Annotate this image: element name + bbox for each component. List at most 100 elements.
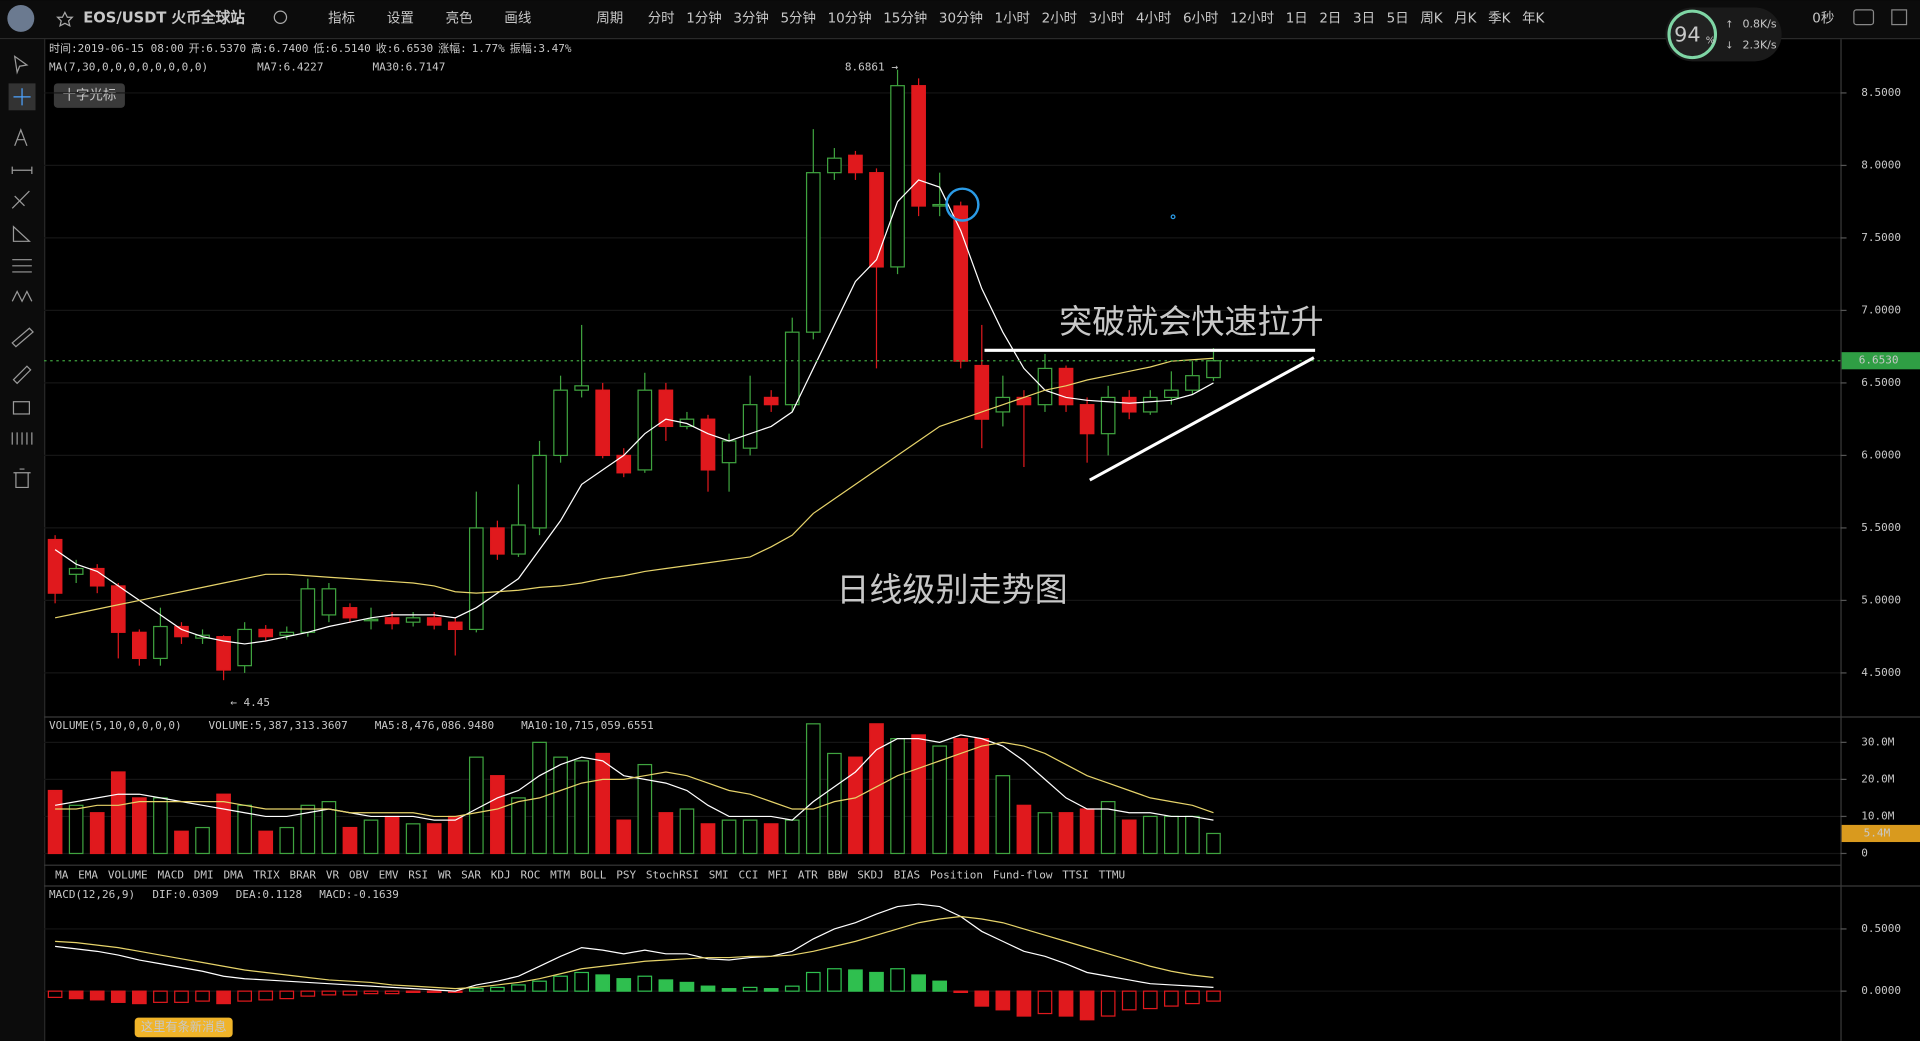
macd-bar [132, 990, 147, 1005]
period-button[interactable]: 年K [1522, 10, 1545, 26]
y-tick-label: 8.5000 [1861, 86, 1901, 99]
period-button[interactable]: 2日 [1319, 11, 1341, 26]
tool-wave[interactable] [11, 290, 33, 303]
low-marker: ← 4.45 [230, 696, 270, 709]
tool-pointer[interactable] [13, 55, 29, 75]
period-button[interactable]: 1小时 [995, 10, 1030, 26]
indicator-tab[interactable]: RSI [408, 869, 428, 882]
period-button[interactable]: 3分钟 [733, 9, 768, 26]
tool-text[interactable] [14, 128, 28, 147]
indicator-tab[interactable]: TTMU [1099, 869, 1126, 882]
indicator-tab[interactable]: OBV [349, 869, 369, 882]
tool-line[interactable] [11, 166, 33, 174]
tool-button[interactable]: 亮色 [446, 9, 473, 26]
tool-button[interactable]: 设置 [387, 10, 414, 26]
tool-crosshair[interactable] [13, 88, 31, 106]
period-button[interactable]: 6小时 [1183, 10, 1218, 26]
indicator-tab[interactable]: MA [55, 869, 69, 882]
period-button[interactable]: 5日 [1387, 11, 1409, 26]
period-button[interactable]: 分时 [648, 10, 675, 26]
indicator-tab[interactable]: BOLL [580, 869, 607, 882]
tool-fib[interactable] [12, 259, 32, 273]
tool-ruler[interactable] [11, 327, 34, 348]
period-button[interactable]: 12小时 [1230, 10, 1274, 26]
indicator-tab[interactable]: TRIX [253, 869, 280, 882]
period-button[interactable]: 15分钟 [883, 9, 927, 26]
candle-body [763, 396, 779, 406]
notification-box[interactable] [134, 1017, 233, 1038]
period-button[interactable]: 1日 [1286, 11, 1308, 26]
down-speed: 2.3K/s [1742, 38, 1776, 51]
candle-body [890, 85, 905, 268]
last-volume-box [1841, 824, 1920, 843]
indicator-tab[interactable]: SAR [461, 869, 481, 882]
indicator-tab[interactable]: KDJ [491, 869, 511, 882]
camera-icon[interactable] [1853, 9, 1875, 26]
macd-label: MACD(12,26,9) [49, 888, 135, 901]
indicator-line [55, 915, 1214, 990]
y-tick-label: 10.0M [1861, 809, 1895, 822]
indicator-tab[interactable]: MTM [550, 869, 570, 882]
period-button[interactable]: 10分钟 [828, 9, 872, 26]
tool-delete[interactable] [13, 468, 31, 489]
macd-bar [890, 968, 905, 992]
period-label[interactable]: 周期 [596, 10, 623, 26]
indicator-tab[interactable]: CCI [738, 869, 758, 882]
period-button[interactable]: 3日 [1353, 11, 1375, 26]
indicator-tab[interactable]: BRAR [290, 869, 317, 882]
indicator-tab[interactable]: WR [438, 869, 452, 882]
tool-lock[interactable] [12, 401, 30, 415]
favorite-star[interactable] [56, 10, 74, 27]
indicator-tab[interactable]: Fund-flow [993, 869, 1053, 882]
fullscreen-icon[interactable] [1891, 9, 1908, 26]
indicator-tab[interactable]: SKDJ [857, 869, 884, 882]
indicator-tab[interactable]: ATR [798, 869, 818, 882]
notification[interactable]: 这里有条新消息 [141, 1019, 227, 1034]
indicator-tab[interactable]: EMA [78, 869, 98, 882]
period-button[interactable]: 1分钟 [686, 9, 721, 26]
period-button[interactable]: 周K [1420, 11, 1443, 26]
tool-triangle[interactable] [12, 225, 31, 242]
search-icon[interactable] [273, 10, 288, 24]
macd-bar [658, 979, 674, 992]
indicator-tab[interactable]: VOLUME [108, 869, 148, 882]
tool-hide[interactable] [11, 432, 33, 445]
indicator-tab[interactable]: EMV [379, 869, 399, 882]
indicator-tab[interactable]: DMA [223, 869, 243, 882]
volume-bar [300, 804, 316, 855]
tool-button[interactable]: 画线 [504, 10, 531, 26]
period-button[interactable]: 3小时 [1089, 10, 1124, 26]
indicator-tab[interactable]: MFI [768, 869, 788, 882]
indicator-tab[interactable]: BIAS [894, 869, 921, 882]
indicator-tab[interactable]: StochRSI [646, 869, 699, 882]
indicator-tab[interactable]: SMI [709, 869, 729, 882]
period-button[interactable]: 月K [1454, 11, 1477, 26]
indicator-tab[interactable]: BBW [828, 869, 848, 882]
period-button[interactable]: 季K [1488, 10, 1511, 26]
volume-bar [1100, 801, 1116, 855]
macd-bar [279, 990, 295, 1000]
logo[interactable] [7, 4, 35, 32]
tool-brush[interactable] [12, 365, 32, 385]
period-button[interactable]: 4小时 [1136, 10, 1171, 26]
period-button[interactable]: 5分钟 [780, 9, 815, 26]
candle-body [1185, 375, 1200, 391]
indicator-tab[interactable]: VR [326, 869, 340, 882]
indicator-tab[interactable]: DMI [194, 869, 214, 882]
period-button[interactable]: 30分钟 [939, 9, 983, 26]
indicator-tab[interactable]: MACD [157, 869, 184, 882]
macd-bar [574, 971, 589, 992]
symbol[interactable]: EOS/USDT 火币全球站 [83, 8, 245, 26]
period-button[interactable]: 2小时 [1042, 10, 1077, 26]
indicator-tab[interactable]: TTSI [1062, 869, 1089, 882]
macd-bar [110, 990, 126, 1003]
candle-body [932, 203, 948, 207]
indicator-tab[interactable]: PSY [616, 869, 636, 882]
toolbar [0, 0, 1920, 39]
tool-button[interactable]: 指标 [328, 10, 355, 26]
indicator-tab[interactable]: Position [930, 869, 983, 882]
indicator-tab[interactable]: ROC [520, 869, 540, 882]
y-tick-label: 0.0000 [1861, 984, 1901, 997]
tool-channel[interactable] [11, 190, 30, 209]
